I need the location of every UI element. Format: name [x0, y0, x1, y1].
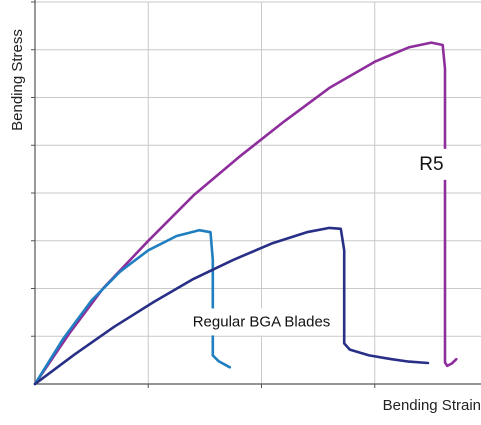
annotation-label: R5	[419, 154, 443, 175]
axes	[31, 0, 481, 388]
series-line-3	[33, 226, 430, 386]
annotation-1: R5	[413, 148, 450, 180]
series-line-1	[33, 41, 458, 386]
annotation-box	[413, 148, 450, 180]
annotation-2: Regular BGA Blades	[186, 308, 337, 336]
grid	[35, 1, 481, 384]
series-group	[33, 41, 458, 386]
x-axis-label: Bending Strain	[383, 397, 481, 414]
annotation-label: Regular BGA Blades	[193, 313, 331, 330]
y-axis-label: Bending Stress	[9, 29, 26, 131]
series-line-2	[33, 228, 232, 386]
annotation-box	[186, 308, 337, 336]
annotations: R5 Regular BGA Blades	[186, 148, 450, 336]
